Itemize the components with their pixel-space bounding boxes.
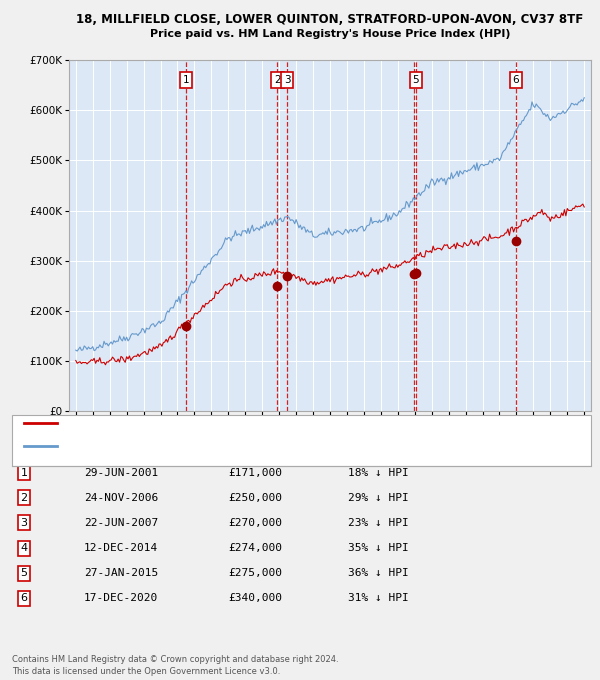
Text: 3: 3 [20, 518, 28, 528]
Text: 23% ↓ HPI: 23% ↓ HPI [348, 518, 409, 528]
Text: 31% ↓ HPI: 31% ↓ HPI [348, 594, 409, 603]
Text: 4: 4 [20, 543, 28, 553]
Text: £270,000: £270,000 [228, 518, 282, 528]
Text: £250,000: £250,000 [228, 493, 282, 503]
Text: 18, MILLFIELD CLOSE, LOWER QUINTON, STRATFORD-UPON-AVON, CV37 8TF (detached h: 18, MILLFIELD CLOSE, LOWER QUINTON, STRA… [60, 419, 460, 428]
Text: Contains HM Land Registry data © Crown copyright and database right 2024.: Contains HM Land Registry data © Crown c… [12, 655, 338, 664]
Text: 1: 1 [20, 468, 28, 477]
Text: 12-DEC-2014: 12-DEC-2014 [84, 543, 158, 553]
Text: 22-JUN-2007: 22-JUN-2007 [84, 518, 158, 528]
Text: This data is licensed under the Open Government Licence v3.0.: This data is licensed under the Open Gov… [12, 667, 280, 677]
Text: 24-NOV-2006: 24-NOV-2006 [84, 493, 158, 503]
Text: £275,000: £275,000 [228, 568, 282, 578]
Text: £171,000: £171,000 [228, 468, 282, 477]
Text: 2: 2 [20, 493, 28, 503]
Text: 6: 6 [512, 75, 519, 85]
Text: 29-JUN-2001: 29-JUN-2001 [84, 468, 158, 477]
Text: 3: 3 [284, 75, 290, 85]
Text: 27-JAN-2015: 27-JAN-2015 [84, 568, 158, 578]
Text: 6: 6 [20, 594, 28, 603]
Text: 2: 2 [274, 75, 281, 85]
Text: 17-DEC-2020: 17-DEC-2020 [84, 594, 158, 603]
Text: 18, MILLFIELD CLOSE, LOWER QUINTON, STRATFORD-UPON-AVON, CV37 8TF: 18, MILLFIELD CLOSE, LOWER QUINTON, STRA… [76, 12, 584, 26]
Text: 5: 5 [413, 75, 419, 85]
Text: £340,000: £340,000 [228, 594, 282, 603]
Text: £274,000: £274,000 [228, 543, 282, 553]
Text: 36% ↓ HPI: 36% ↓ HPI [348, 568, 409, 578]
Text: 29% ↓ HPI: 29% ↓ HPI [348, 493, 409, 503]
Text: 35% ↓ HPI: 35% ↓ HPI [348, 543, 409, 553]
Text: Price paid vs. HM Land Registry's House Price Index (HPI): Price paid vs. HM Land Registry's House … [150, 29, 510, 39]
Text: 18% ↓ HPI: 18% ↓ HPI [348, 468, 409, 477]
Text: HPI: Average price, detached house, Stratford-on-Avon: HPI: Average price, detached house, Stra… [60, 441, 308, 450]
Text: 5: 5 [20, 568, 28, 578]
Text: 1: 1 [182, 75, 189, 85]
